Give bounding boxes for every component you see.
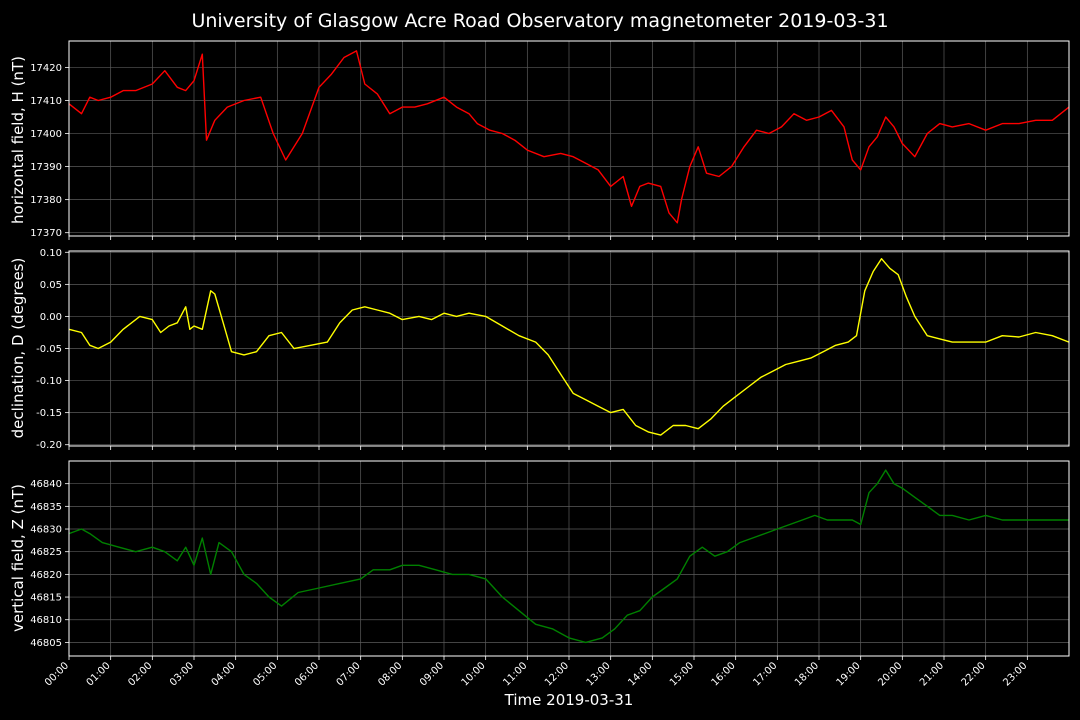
x-tick-label: 21:00	[918, 660, 946, 688]
y-tick-label: 46840	[30, 479, 62, 490]
y-tick-label: -0.05	[36, 344, 62, 355]
ylabel-d: declination, D (degrees)	[9, 257, 27, 439]
x-tick-label: 00:00	[43, 660, 71, 688]
x-tick-label: 14:00	[626, 660, 654, 688]
y-tick-label: 46830	[30, 525, 62, 536]
x-tick-label: 19:00	[835, 660, 863, 688]
x-tick-label: 11:00	[501, 660, 529, 688]
ylabel-h: horizontal field, H (nT)	[9, 56, 27, 224]
y-tick-label: 0.05	[40, 280, 62, 291]
panel-frame	[68, 250, 1070, 447]
y-tick-label: 17410	[30, 96, 62, 107]
series-line-h	[68, 50, 1070, 224]
panel-frame	[68, 460, 1070, 657]
panel-frame	[68, 40, 1070, 237]
x-tick-label: 23:00	[1001, 660, 1029, 688]
series-line-z	[68, 469, 1069, 644]
chart-title: University of Glasgow Acre Road Observat…	[191, 10, 889, 32]
y-tick-label: 17370	[30, 228, 62, 239]
y-tick-label: 46835	[30, 502, 62, 513]
y-tick-label: 46820	[30, 570, 62, 581]
x-tick-label: 15:00	[668, 660, 696, 688]
y-tick-label: 17380	[30, 195, 62, 206]
x-tick-label: 02:00	[126, 660, 154, 688]
y-tick-label: -0.15	[36, 408, 62, 419]
x-tick-label: 05:00	[251, 660, 279, 688]
x-tick-label: 09:00	[418, 660, 446, 688]
x-tick-label: 12:00	[543, 660, 571, 688]
x-tick-label: 03:00	[168, 660, 196, 688]
x-tick-label: 01:00	[85, 660, 113, 688]
y-tick-label: 0.00	[40, 312, 62, 323]
y-tick-label: 0.10	[40, 248, 62, 259]
ylabel-z: vertical field, Z (nT)	[9, 483, 27, 633]
y-tick-label: 46825	[30, 547, 62, 558]
x-tick-label: 16:00	[710, 660, 738, 688]
y-tick-label: -0.20	[36, 440, 62, 451]
x-axis-label: Time 2019-03-31	[504, 691, 634, 709]
y-tick-label: -0.10	[36, 376, 62, 387]
x-tick-label: 18:00	[793, 660, 821, 688]
y-tick-label: 17420	[30, 63, 62, 74]
x-tick-label: 07:00	[335, 660, 363, 688]
x-tick-label: 06:00	[293, 660, 321, 688]
x-tick-label: 10:00	[460, 660, 488, 688]
x-tick-label: 04:00	[210, 660, 238, 688]
x-tick-label: 08:00	[376, 660, 404, 688]
y-tick-label: 46810	[30, 615, 62, 626]
y-tick-label: 46805	[30, 638, 62, 649]
y-tick-label: 17400	[30, 129, 62, 140]
series-line-d	[68, 258, 1070, 436]
y-tick-label: 17390	[30, 162, 62, 173]
x-tick-label: 13:00	[585, 660, 613, 688]
x-tick-label: 17:00	[751, 660, 779, 688]
y-tick-label: 46815	[30, 593, 62, 604]
x-tick-label: 20:00	[876, 660, 904, 688]
x-tick-label: 22:00	[960, 660, 988, 688]
